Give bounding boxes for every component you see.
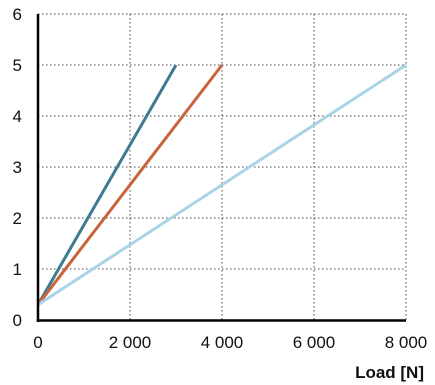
y-tick-label: 4	[13, 107, 22, 126]
grid	[38, 13, 407, 320]
x-axis-title: Load [N]	[355, 363, 424, 382]
y-tick-label: 1	[13, 260, 22, 279]
series-line-1	[36, 64, 178, 306]
y-tick-label: 0	[13, 311, 22, 330]
x-tick-label: 6 000	[293, 333, 336, 352]
x-tick-label: 0	[33, 333, 42, 352]
series-lines	[36, 63, 407, 306]
y-tick-label: 2	[13, 209, 22, 228]
y-tick-label: 6	[13, 5, 22, 24]
series-line-2	[36, 64, 224, 306]
x-tick-label: 8 000	[385, 333, 428, 352]
y-tick-label: 3	[13, 158, 22, 177]
x-tick-label: 2 000	[109, 333, 152, 352]
x-tick-label: 4 000	[201, 333, 244, 352]
axes	[36, 14, 406, 322]
series-line-3	[37, 63, 407, 306]
y-tick-label: 5	[13, 56, 22, 75]
tick-labels: 0 2 000 4 000 6 000 8 000 0 1 2 3 4 5 6	[13, 5, 428, 352]
